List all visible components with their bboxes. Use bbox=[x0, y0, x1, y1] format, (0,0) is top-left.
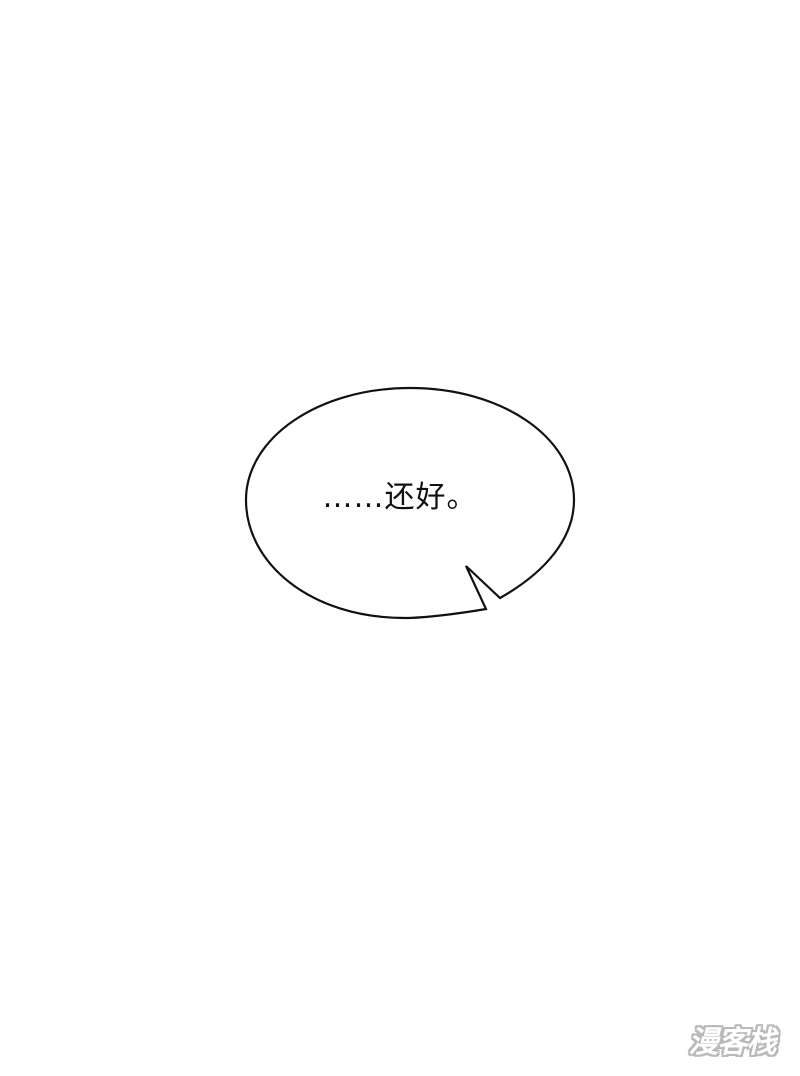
speech-bubble-outline bbox=[244, 386, 576, 620]
watermark-text: 漫客栈 bbox=[688, 1025, 777, 1060]
watermark-logo: 漫客栈 bbox=[672, 1020, 792, 1066]
speech-bubble-text: ……还好。 bbox=[322, 480, 478, 515]
